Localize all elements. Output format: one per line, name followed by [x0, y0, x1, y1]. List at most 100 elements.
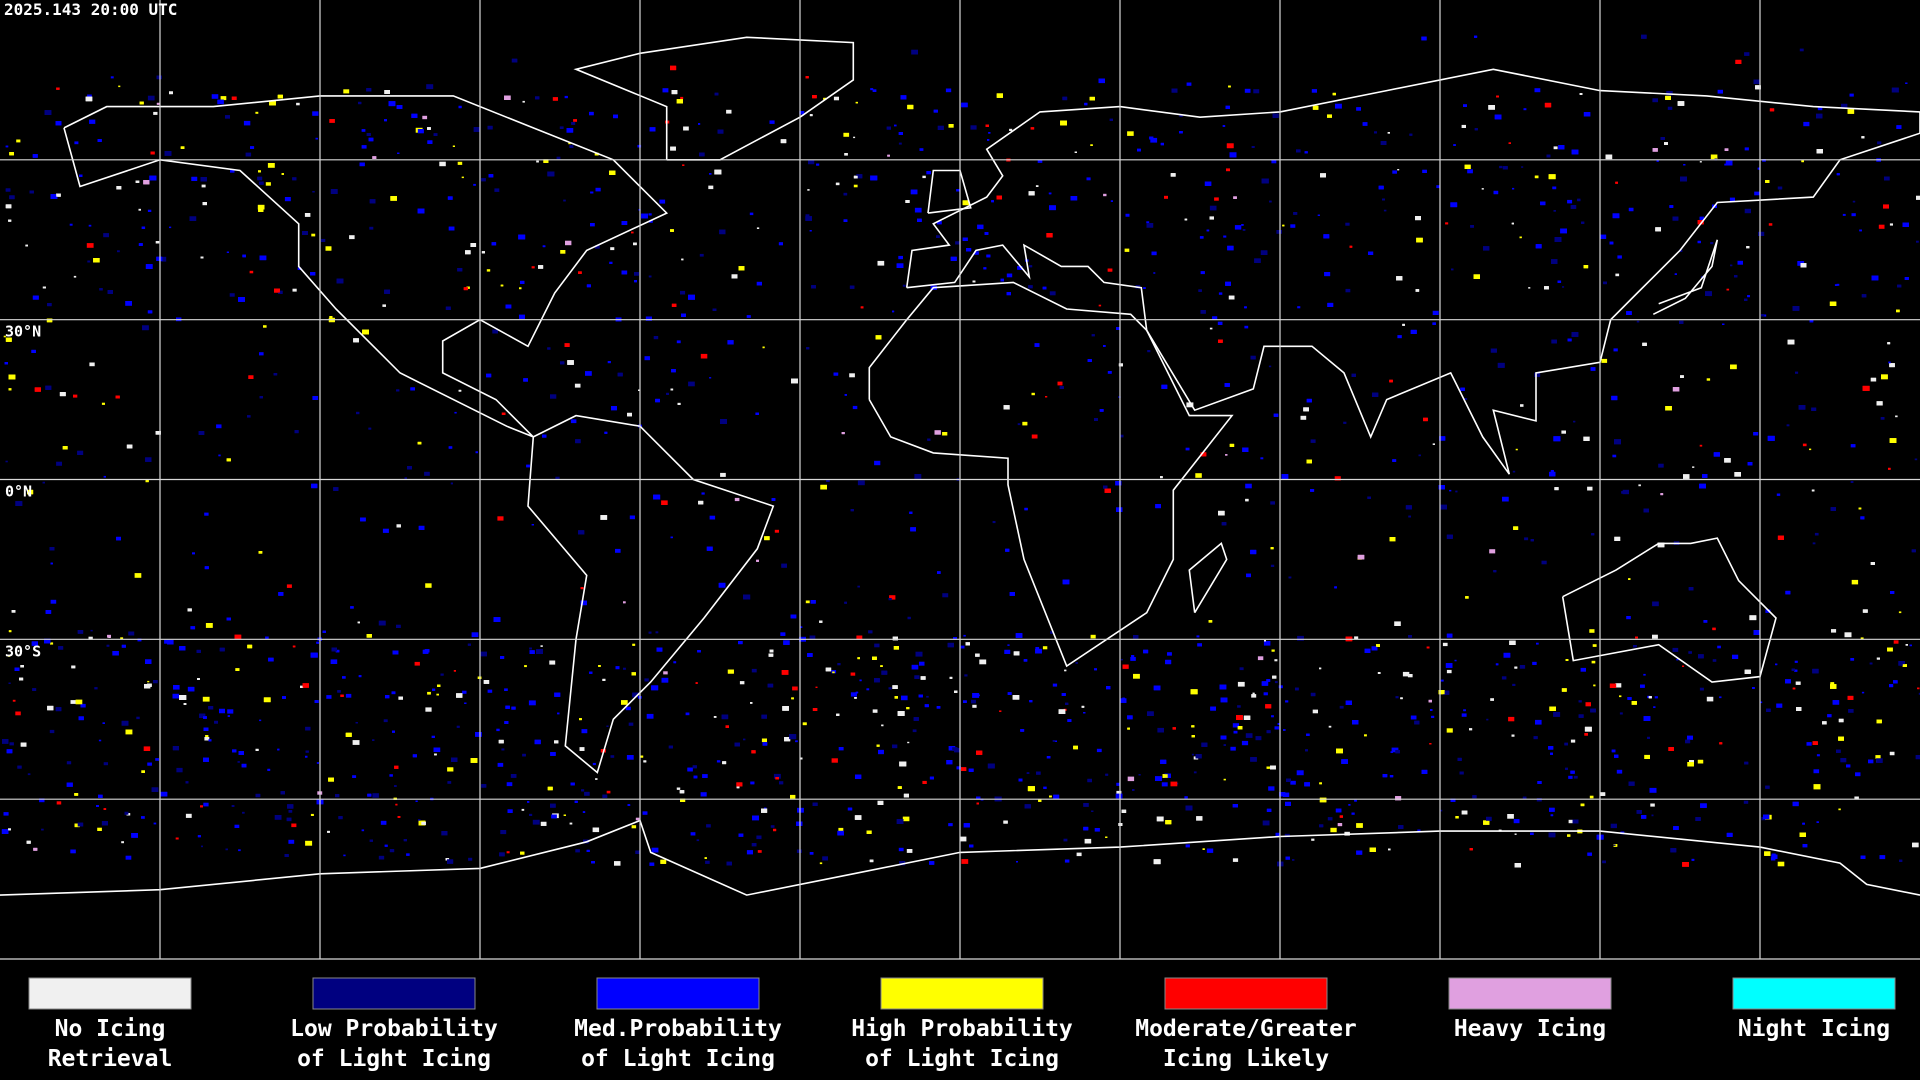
icing-speck: [671, 303, 677, 307]
icing-speck: [1065, 702, 1069, 705]
icing-speck: [1848, 709, 1854, 713]
icing-speck: [727, 340, 734, 345]
icing-speck: [738, 266, 745, 271]
icing-speck: [9, 195, 15, 200]
icing-speck: [700, 353, 708, 359]
icing-speck: [1875, 755, 1881, 759]
icing-speck: [835, 182, 840, 186]
icing-speck: [77, 822, 84, 827]
icing-speck: [96, 805, 99, 807]
icing-speck: [1017, 423, 1021, 426]
icing-speck: [1615, 683, 1622, 688]
icing-speck: [1850, 481, 1854, 483]
icing-speck: [263, 325, 267, 328]
icing-speck: [1408, 635, 1412, 638]
icing-speck: [1146, 221, 1150, 224]
icing-speck: [395, 803, 398, 806]
icing-speck: [404, 477, 407, 479]
icing-speck: [1551, 259, 1558, 264]
icing-speck: [1676, 658, 1679, 661]
icing-speck: [316, 641, 319, 644]
icing-speck: [1254, 258, 1261, 263]
icing-speck: [807, 653, 813, 657]
icing-speck: [635, 850, 641, 854]
icing-speck: [1502, 166, 1508, 170]
icing-speck: [912, 729, 917, 733]
icing-speck: [655, 631, 659, 634]
icing-speck: [805, 214, 810, 217]
icing-speck: [160, 791, 168, 797]
icing-speck: [1253, 89, 1260, 94]
icing-speck: [1415, 216, 1421, 221]
icing-speck: [892, 636, 898, 641]
icing-speck: [436, 693, 439, 696]
icing-speck: [1244, 306, 1247, 309]
icing-speck: [1683, 474, 1690, 479]
icing-speck: [1490, 348, 1497, 353]
icing-speck: [1861, 691, 1865, 694]
icing-speck: [1787, 339, 1795, 345]
icing-speck: [1351, 812, 1355, 815]
icing-speck: [969, 844, 974, 848]
icing-speck: [1255, 736, 1262, 741]
icing-speck: [907, 104, 914, 110]
icing-speck: [676, 340, 681, 344]
icing-speck: [1888, 361, 1891, 364]
icing-speck: [988, 132, 991, 134]
icing-speck: [258, 181, 264, 185]
icing-speck: [929, 861, 935, 865]
icing-speck: [284, 197, 291, 202]
icing-speck: [1034, 343, 1040, 347]
icing-speck: [234, 634, 242, 640]
icing-speck: [1220, 697, 1228, 703]
coastline: [63, 95, 669, 438]
icing-speck: [756, 281, 762, 286]
icing-speck: [1650, 803, 1655, 807]
icing-speck: [857, 657, 860, 660]
icing-speck: [1250, 549, 1257, 555]
icing-speck: [3, 335, 6, 338]
latitude-label: 0°N: [5, 483, 32, 501]
icing-speck: [191, 176, 198, 181]
icing-speck: [494, 188, 500, 192]
icing-speck: [1030, 127, 1035, 130]
icing-speck: [956, 189, 960, 192]
icing-speck: [1310, 489, 1315, 492]
icing-speck: [496, 728, 500, 732]
icing-speck: [1860, 637, 1864, 640]
icing-speck: [1320, 173, 1326, 178]
icing-speck: [1636, 810, 1642, 814]
icing-speck: [1223, 744, 1226, 746]
icing-speck: [1472, 795, 1477, 799]
icing-speck: [179, 646, 186, 651]
icing-speck: [600, 515, 608, 520]
icing-speck: [1198, 289, 1202, 292]
icing-speck: [42, 286, 46, 289]
icing-speck: [4, 362, 8, 365]
icing-speck: [125, 729, 133, 735]
icing-speck: [705, 860, 710, 864]
icing-speck: [121, 644, 126, 648]
icing-speck: [976, 796, 981, 800]
icing-speck: [1323, 234, 1330, 239]
icing-speck: [970, 125, 977, 130]
icing-speck: [573, 119, 577, 122]
icing-speck: [349, 235, 355, 240]
icing-speck: [263, 697, 271, 703]
icing-speck: [874, 643, 880, 648]
icing-speck: [80, 703, 86, 708]
icing-speck: [700, 792, 707, 797]
icing-speck: [164, 151, 172, 156]
icing-speck: [1446, 534, 1453, 539]
icing-speck: [292, 288, 297, 292]
icing-speck: [1165, 659, 1172, 665]
icing-speck: [709, 515, 716, 520]
icing-speck: [1387, 132, 1390, 134]
icing-speck: [1568, 819, 1574, 824]
icing-speck: [498, 739, 504, 744]
icing-speck: [1349, 245, 1353, 248]
icing-speck: [441, 831, 448, 836]
icing-speck: [1567, 338, 1572, 342]
icing-speck: [1296, 149, 1301, 153]
icing-speck: [1896, 309, 1900, 313]
